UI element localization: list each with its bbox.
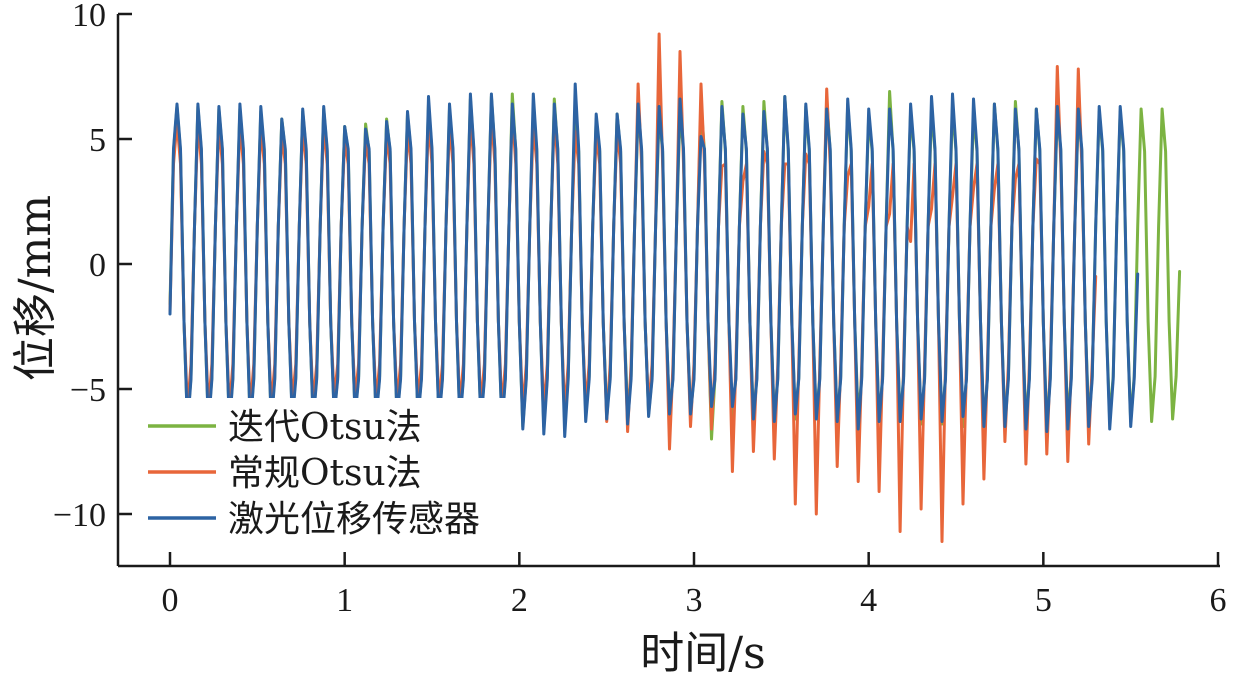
x-axis-title: 时间/s <box>640 628 765 679</box>
axes-layer <box>116 14 1220 568</box>
legend-label-1: 常规Otsu法 <box>228 453 422 494</box>
y-tick-label: −5 <box>70 372 106 409</box>
y-tick-label: 5 <box>89 122 106 159</box>
x-tick-label: 1 <box>336 582 353 619</box>
series-layer <box>168 32 1182 543</box>
x-tick-label: 5 <box>1035 582 1052 619</box>
y-tick-label: 10 <box>72 0 106 34</box>
legend-label-0: 迭代Otsu法 <box>228 407 422 448</box>
x-tick-label: 0 <box>162 582 179 619</box>
x-tick-label: 6 <box>1210 582 1227 619</box>
y-axis-title: 位移/mm <box>10 195 61 381</box>
legend-label-2: 激光位移传感器 <box>228 499 480 540</box>
y-tick-label: 0 <box>89 247 106 284</box>
y-tick-label: −10 <box>53 497 106 534</box>
x-tick-label: 4 <box>860 582 877 619</box>
series-line-2 <box>168 82 1140 438</box>
ticks-layer: 0 1 2 3 4 5 6 10 5 0 −5 −10 <box>53 0 1227 619</box>
x-tick-label: 2 <box>511 582 528 619</box>
x-tick-label: 3 <box>686 582 703 619</box>
